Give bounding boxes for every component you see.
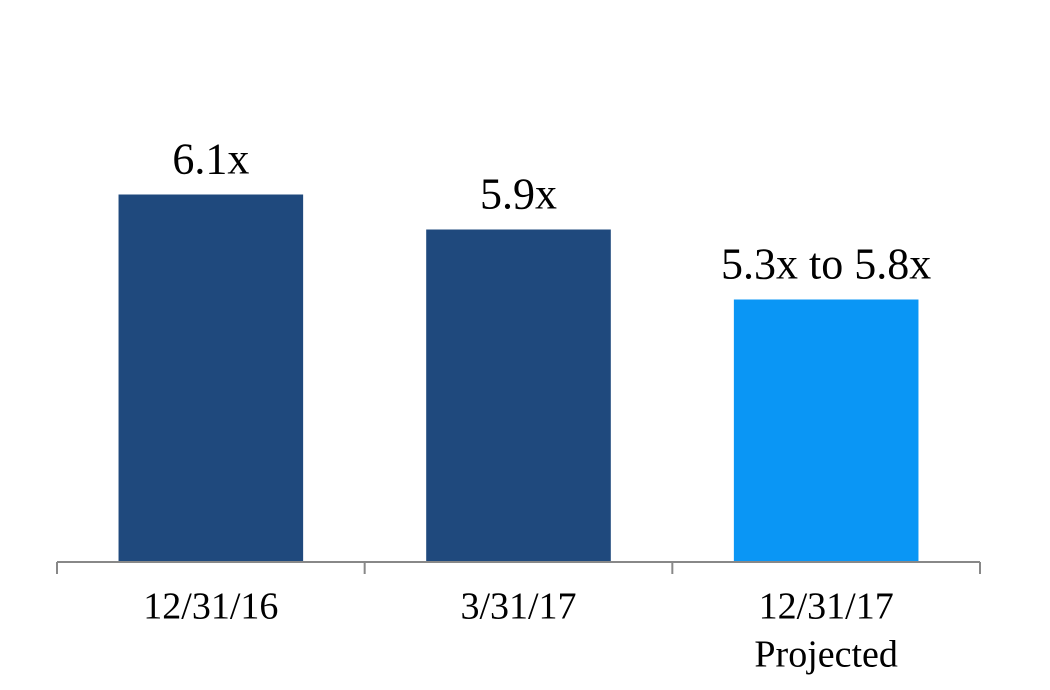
value-label: 5.3x to 5.8x [721, 240, 931, 289]
x-tick-label: 3/31/17 [460, 586, 576, 628]
x-tick-label: 12/31/16 [143, 586, 278, 628]
value-label: 5.9x [480, 170, 557, 219]
bar [733, 299, 919, 562]
value-label: 6.1x [172, 135, 249, 184]
bar [426, 229, 611, 562]
x-tick-label: Projected [754, 634, 898, 676]
bar [118, 194, 304, 562]
x-tick-label: 12/31/17 [759, 586, 894, 628]
